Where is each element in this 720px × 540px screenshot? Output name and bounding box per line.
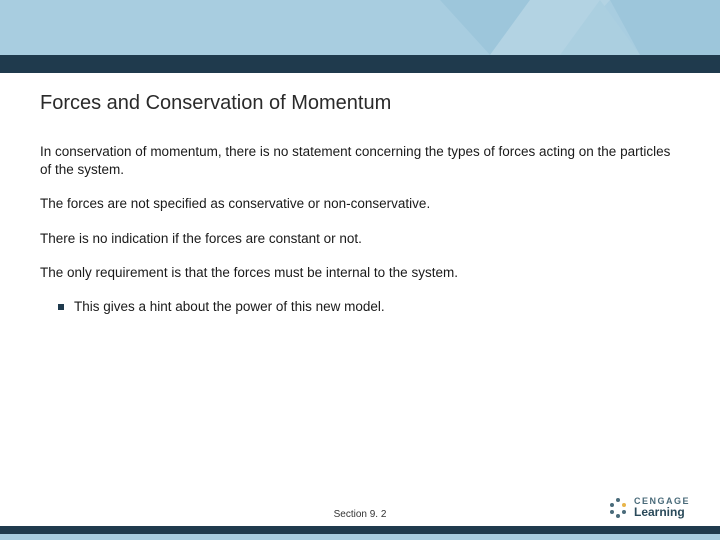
footer: Section 9. 2 CENGAGE Learning [0, 500, 720, 540]
page-title: Forces and Conservation of Momentum [40, 92, 680, 115]
content-area: Forces and Conservation of Momentum In c… [0, 70, 720, 316]
bullet-marker [58, 304, 64, 310]
paragraph: The only requirement is that the forces … [40, 264, 680, 282]
paragraph: The forces are not specified as conserva… [40, 195, 680, 213]
section-label: Section 9. 2 [334, 509, 387, 520]
logo-text: CENGAGE Learning [634, 497, 690, 518]
header-dark-bar [0, 55, 720, 73]
paragraph: In conservation of momentum, there is no… [40, 143, 680, 179]
logo-mark-icon [608, 498, 628, 518]
bullet-item: This gives a hint about the power of thi… [58, 298, 680, 316]
header-background [0, 0, 720, 70]
header-decoration [440, 0, 720, 55]
logo-line2: Learning [634, 506, 690, 518]
bullet-text: This gives a hint about the power of thi… [74, 298, 385, 316]
cengage-logo: CENGAGE Learning [608, 497, 690, 518]
footer-light-bar [0, 534, 720, 540]
paragraph: There is no indication if the forces are… [40, 230, 680, 248]
footer-dark-bar [0, 526, 720, 534]
